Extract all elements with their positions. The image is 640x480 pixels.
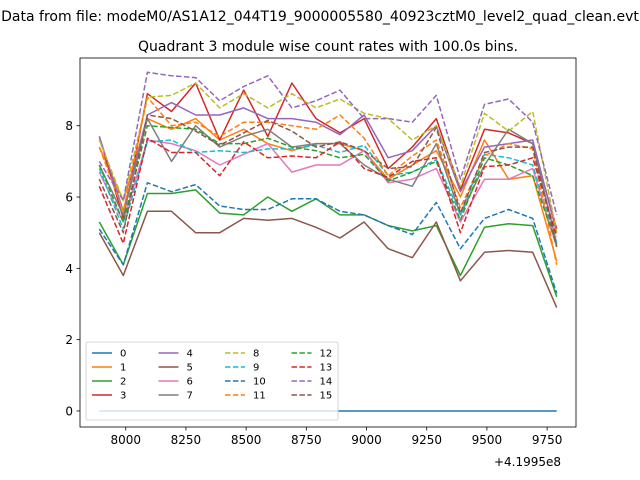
legend-label-8: 8 bbox=[253, 349, 259, 360]
series-line-5 bbox=[98, 210, 558, 308]
legend-label-5: 5 bbox=[187, 363, 193, 374]
y-tick-label: 8 bbox=[65, 119, 73, 133]
series-line-12 bbox=[98, 124, 558, 246]
series-line-3 bbox=[98, 82, 558, 230]
x-tick-label: 9000 bbox=[351, 433, 382, 447]
series-line-13 bbox=[98, 137, 558, 245]
x-tick-label: 8750 bbox=[291, 433, 322, 447]
y-tick-label: 4 bbox=[65, 262, 73, 276]
x-tick-label: 9750 bbox=[532, 433, 563, 447]
x-tick-label: 9250 bbox=[411, 433, 442, 447]
legend-label-1: 1 bbox=[120, 363, 126, 374]
x-tick-label: 8000 bbox=[110, 433, 141, 447]
legend-label-14: 14 bbox=[320, 377, 333, 388]
y-tick-label: 6 bbox=[65, 191, 73, 205]
x-offset-label: +4.1995e8 bbox=[494, 455, 561, 469]
legend-label-2: 2 bbox=[120, 377, 126, 388]
series-line-14 bbox=[98, 71, 558, 216]
series-line-10 bbox=[98, 182, 558, 294]
series-line-7 bbox=[98, 117, 558, 244]
legend-label-3: 3 bbox=[120, 391, 126, 402]
y-tick-label: 0 bbox=[65, 404, 73, 418]
legend-label-0: 0 bbox=[120, 349, 126, 360]
legend-box bbox=[85, 341, 339, 421]
legend-label-6: 6 bbox=[187, 377, 193, 388]
legend-label-11: 11 bbox=[253, 391, 266, 402]
legend-label-15: 15 bbox=[320, 391, 333, 402]
figure-suptitle: Data from file: modeM0/AS1A12_044T19_900… bbox=[1, 9, 639, 25]
plot-area bbox=[98, 71, 558, 412]
legend-label-9: 9 bbox=[253, 363, 259, 374]
legend-label-4: 4 bbox=[187, 349, 193, 360]
legend-label-10: 10 bbox=[253, 377, 266, 388]
legend-label-7: 7 bbox=[187, 391, 193, 402]
series-line-4 bbox=[98, 101, 558, 233]
legend-label-12: 12 bbox=[320, 349, 333, 360]
series-line-8 bbox=[98, 82, 558, 233]
y-tick-label: 2 bbox=[65, 333, 73, 347]
legend-label-13: 13 bbox=[320, 363, 333, 374]
x-tick-label: 8250 bbox=[171, 433, 202, 447]
series-line-2 bbox=[98, 189, 558, 298]
x-tick-label: 9500 bbox=[472, 433, 503, 447]
series-line-6 bbox=[98, 139, 558, 248]
axes-frame bbox=[79, 57, 577, 428]
x-tick-label: 8500 bbox=[231, 433, 262, 447]
series-line-15 bbox=[98, 114, 558, 248]
chart-title: Quadrant 3 module wise count rates with … bbox=[138, 39, 518, 55]
